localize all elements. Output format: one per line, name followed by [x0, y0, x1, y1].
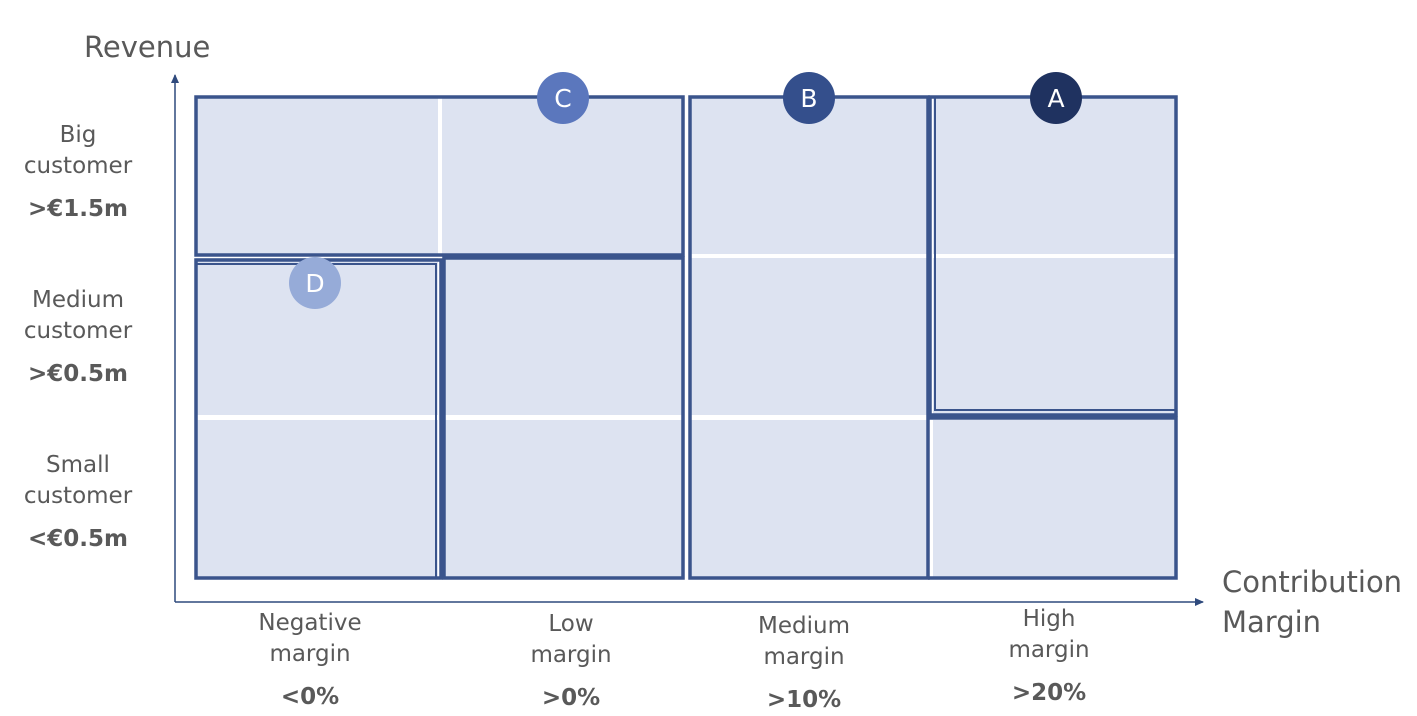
- col-label-high-line2: margin: [1008, 637, 1090, 663]
- col-threshold-high: >20%: [1011, 680, 1087, 706]
- x-axis-title-line1: Contribution: [1222, 565, 1403, 599]
- cell-small-negative: [196, 420, 438, 578]
- segment-badge-a-circle: [1030, 72, 1082, 124]
- row-label-small: Small customer <€0.5m: [8, 450, 148, 555]
- cell-small-medium: [689, 420, 929, 578]
- col-label-medium-line2: margin: [763, 644, 845, 670]
- col-label-negative-line1: Negative: [258, 610, 362, 636]
- cell-small-low: [442, 420, 684, 578]
- row-label-medium: Medium customer >€0.5m: [8, 285, 148, 390]
- row-label-big-line2: customer: [23, 153, 133, 179]
- segment-badge-b-circle: [783, 72, 835, 124]
- col-label-low-line1: Low: [548, 611, 594, 637]
- segment-c-outline: [194, 95, 685, 257]
- row-label-big-line1: Big: [59, 122, 97, 148]
- matrix-cells: [196, 97, 1176, 578]
- cell-small-high: [933, 420, 1176, 578]
- col-label-high: High margin >20%: [969, 604, 1129, 709]
- y-axis-title: Revenue: [84, 30, 211, 64]
- segment-badge-d-label: D: [305, 269, 324, 298]
- segment-c-low-outline: [442, 256, 685, 580]
- col-label-low-line2: margin: [530, 642, 612, 668]
- row-label-small-line2: customer: [23, 483, 133, 509]
- cell-medium-high: [933, 258, 1176, 415]
- col-label-low: Low margin >0%: [491, 609, 651, 714]
- cell-big-negative: [196, 97, 438, 254]
- row-threshold-medium: >€0.5m: [28, 361, 128, 387]
- col-label-negative-line2: margin: [269, 641, 351, 667]
- row-label-medium-line2: customer: [23, 318, 133, 344]
- x-axis-title-line2: Margin: [1222, 605, 1322, 639]
- segment-badge-c: C: [537, 72, 589, 124]
- row-threshold-small: <€0.5m: [28, 526, 128, 552]
- cell-medium-medium: [689, 258, 929, 415]
- col-threshold-medium: >10%: [766, 687, 842, 713]
- high-small-outline: [928, 416, 1178, 580]
- row-threshold-big: >€1.5m: [28, 196, 128, 222]
- segment-badge-b: B: [783, 72, 835, 124]
- col-label-medium-line1: Medium: [758, 613, 850, 639]
- col-label-medium: Medium margin >10%: [724, 611, 884, 716]
- segment-badge-a: A: [1030, 72, 1082, 124]
- segment-badge-c-label: C: [554, 84, 571, 113]
- col-threshold-negative: <0%: [280, 684, 340, 710]
- row-label-big: Big customer >€1.5m: [8, 120, 148, 225]
- segment-badge-d-circle: [289, 257, 341, 309]
- cell-medium-low: [442, 258, 684, 415]
- col-label-negative: Negative margin <0%: [230, 608, 390, 713]
- row-label-medium-line1: Medium: [32, 287, 124, 313]
- segment-badge-d: D: [289, 257, 341, 309]
- row-label-small-line1: Small: [46, 452, 110, 478]
- segment-badge-c-circle: [537, 72, 589, 124]
- segment-badge-b-label: B: [800, 84, 817, 113]
- col-threshold-low: >0%: [541, 685, 601, 711]
- x-axis-title: Contribution Margin: [1222, 562, 1402, 642]
- col-label-high-line1: High: [1022, 606, 1076, 632]
- segment-badge-a-label: A: [1047, 84, 1064, 113]
